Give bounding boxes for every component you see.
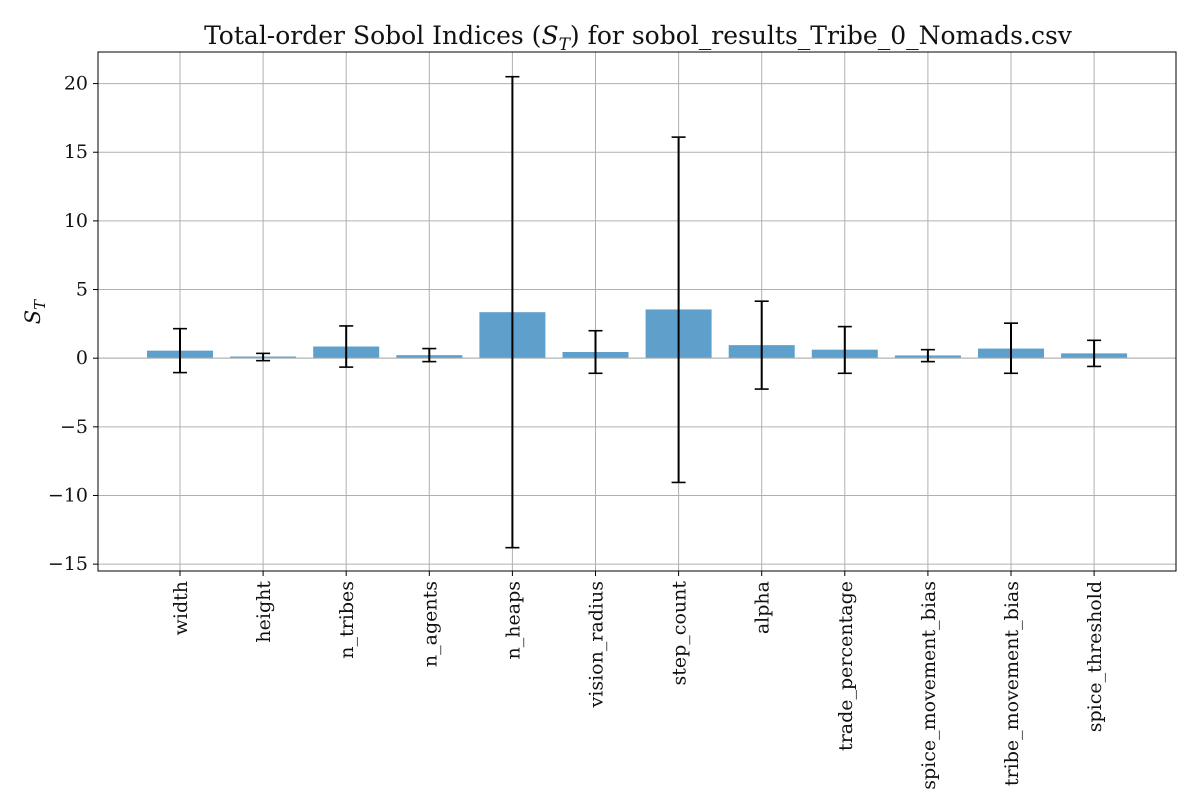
y-tick-label: 15 bbox=[64, 141, 88, 163]
x-tick-label-n_heaps: n_heaps bbox=[502, 581, 524, 659]
chart-title: Total-order Sobol Indices (ST) for sobol… bbox=[204, 21, 1073, 55]
x-tick-label-n_agents: n_agents bbox=[419, 581, 441, 667]
y-axis-ticks: −15 −10 −5 0 5 10 15 20 bbox=[48, 73, 98, 575]
error-bar-vision_radius bbox=[588, 329, 603, 375]
y-tick-label: 20 bbox=[64, 73, 88, 95]
x-tick-label-n_tribes: n_tribes bbox=[336, 581, 358, 659]
y-tick-label: −5 bbox=[60, 416, 88, 438]
x-tick-label-height: height bbox=[253, 581, 275, 643]
x-tick-label-spice_movement_bias: spice_movement_bias bbox=[918, 581, 940, 790]
error-bar-height bbox=[256, 352, 271, 362]
error-bar-n_tribes bbox=[339, 325, 354, 368]
y-tick-label: 10 bbox=[64, 210, 88, 232]
error-bar-n_agents bbox=[422, 347, 437, 363]
x-tick-label-step_count: step_count bbox=[669, 581, 691, 686]
y-axis-label: ST bbox=[21, 299, 49, 324]
y-tick-label: 0 bbox=[76, 347, 88, 369]
x-tick-label-spice_threshold: spice_threshold bbox=[1084, 581, 1106, 732]
x-tick-label-width: width bbox=[170, 581, 192, 635]
error-bar-spice_threshold bbox=[1087, 339, 1102, 368]
error-bar-tribe_movement_bias bbox=[1004, 322, 1018, 375]
x-axis-ticks: width height n_tribes n_agents n_heaps vision… bbox=[170, 571, 1106, 790]
plot-frame bbox=[97, 51, 1177, 572]
y-tick-label: 5 bbox=[76, 279, 88, 301]
x-tick-label-tribe_movement_bias: tribe_movement_bias bbox=[1001, 581, 1023, 786]
error-bar-n_heaps bbox=[505, 75, 520, 549]
x-tick-label-trade_percentage: trade_percentage bbox=[835, 581, 857, 751]
error-bar-step_count bbox=[671, 136, 686, 484]
gridlines bbox=[98, 52, 1176, 571]
x-tick-label-alpha: alpha bbox=[752, 581, 774, 634]
error-bars bbox=[173, 75, 1102, 549]
error-bar-spice_movement_bias bbox=[920, 348, 935, 363]
y-tick-label: −10 bbox=[48, 484, 88, 506]
bars bbox=[147, 309, 1128, 359]
error-bar-trade_percentage bbox=[837, 325, 852, 375]
x-tick-label-vision_radius: vision_radius bbox=[586, 581, 608, 708]
error-bar-alpha bbox=[754, 300, 769, 390]
y-tick-label: −15 bbox=[48, 553, 88, 575]
error-bar-width bbox=[173, 327, 187, 374]
